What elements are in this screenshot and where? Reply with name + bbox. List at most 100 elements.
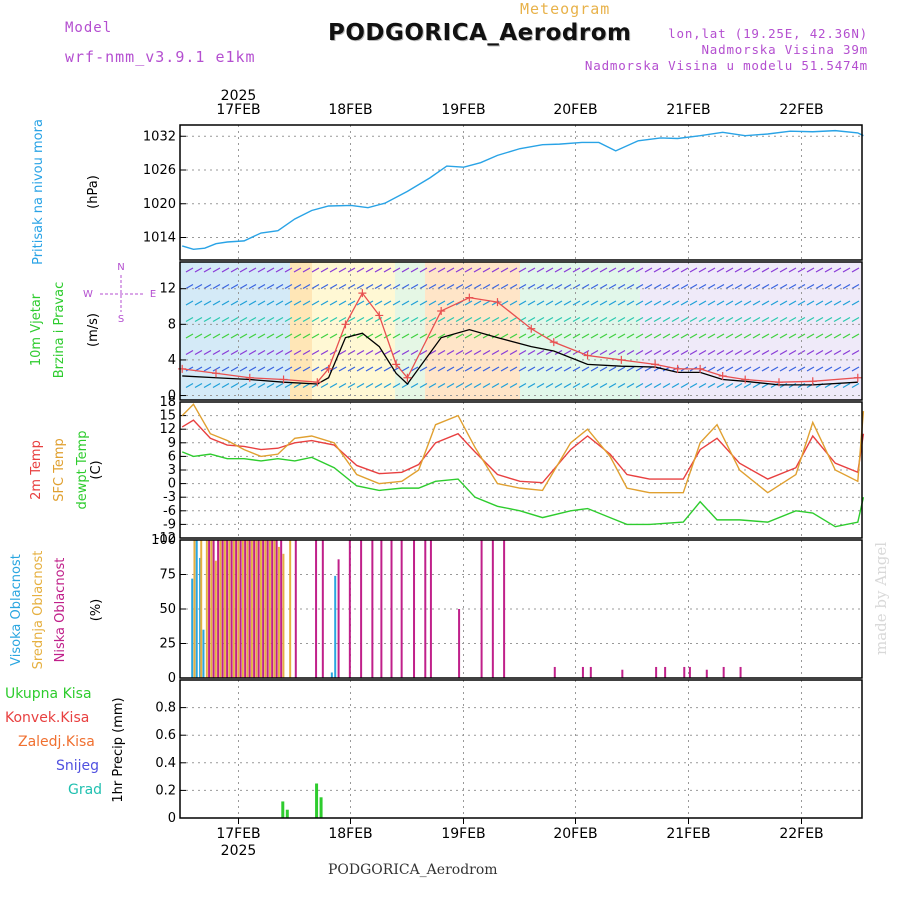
wind-barb <box>401 316 410 323</box>
wind-barb <box>707 366 716 372</box>
wind-barb <box>743 300 752 306</box>
wind-barb <box>329 267 338 273</box>
wind-barb <box>617 382 626 389</box>
wind-barb <box>257 283 266 290</box>
bar-Ukupna-Kisa <box>315 783 319 818</box>
wind-barb <box>383 366 392 372</box>
wind-barb <box>311 316 320 323</box>
series-line-pressure <box>181 129 864 251</box>
wind-barb <box>275 316 284 323</box>
wind-barb <box>536 349 545 356</box>
wind-barb <box>383 316 392 323</box>
wind-barb <box>527 300 536 306</box>
wind-barb <box>257 382 266 389</box>
wind-barb <box>275 267 284 273</box>
wind-barb <box>266 300 275 306</box>
wind-barb <box>302 349 311 356</box>
wind-barb <box>842 267 851 273</box>
wind-barb <box>797 300 806 306</box>
wind-barb <box>788 333 797 339</box>
wind-barb <box>671 382 680 389</box>
wind-barb <box>752 283 761 290</box>
wind-barb <box>608 283 617 290</box>
bar-Niska-Oblacnost <box>371 540 374 678</box>
wind-barb <box>572 366 581 372</box>
series-line-2m-Temp <box>181 419 865 484</box>
wind-barb <box>275 366 284 372</box>
wind-barb <box>383 267 392 273</box>
bar-Srednja-Oblacnost <box>264 540 267 678</box>
wind-barb <box>239 366 248 372</box>
wind-barb <box>572 300 581 306</box>
wind-barb <box>203 300 212 306</box>
y-tick-label: 1032 <box>143 129 176 144</box>
bar-Niska-Oblacnost <box>253 540 256 678</box>
wind-barb <box>806 349 815 356</box>
wind-barb <box>392 283 401 290</box>
wind-barb <box>194 300 203 306</box>
bar-Srednja-Oblacnost <box>232 540 235 678</box>
wind-barb <box>779 267 788 273</box>
wind-barb <box>779 300 788 306</box>
wind-barb <box>671 283 680 290</box>
wind-barb <box>824 349 833 356</box>
wind-barb <box>329 333 338 339</box>
wind-barb <box>257 300 266 306</box>
wind-barb <box>230 267 239 273</box>
lonlat-info: lon,lat (19.25E, 42.36N) <box>668 26 868 41</box>
wind-barb <box>590 300 599 306</box>
wind-barb <box>554 283 563 290</box>
wind-barb <box>581 283 590 290</box>
wind-barb <box>365 349 374 356</box>
precip-legend-item: Ukupna Kisa <box>5 686 92 702</box>
bar-Visoka-Oblacnost <box>202 629 205 678</box>
bar-Srednja-Oblacnost <box>268 540 271 678</box>
wind-barb <box>563 300 572 306</box>
wind-barb <box>734 349 743 356</box>
wind-barb <box>419 267 428 273</box>
footer-station: PODGORICA_Aerodrom <box>328 862 498 878</box>
wind-barb <box>590 283 599 290</box>
wind-barb <box>446 349 455 356</box>
wind-barb <box>464 366 473 372</box>
wind-barb <box>788 300 797 306</box>
wind-barb <box>302 333 311 339</box>
cloud-high-axis-title: Visoka Oblacnost <box>9 554 24 666</box>
wind-barb <box>509 283 518 290</box>
gust-marker <box>696 364 705 373</box>
wind-barb <box>662 382 671 389</box>
wind-barb <box>338 366 347 372</box>
wind-barb <box>302 316 311 323</box>
wind-barb <box>482 300 491 306</box>
wind-barb <box>824 333 833 339</box>
wind-barb <box>644 283 653 290</box>
credit-watermark: made by Angel <box>872 541 890 655</box>
wind-barb <box>833 316 842 323</box>
wind-barb <box>617 349 626 356</box>
wind-barb <box>509 382 518 389</box>
wind-barb <box>329 300 338 306</box>
wind-barb <box>230 316 239 323</box>
wind-barb <box>581 316 590 323</box>
wind-barb <box>815 333 824 339</box>
wind-barb <box>410 316 419 323</box>
wind-barb <box>248 267 257 273</box>
wind-barb <box>608 300 617 306</box>
wind-barb <box>365 366 374 372</box>
bar-Visoka-Oblacnost <box>330 672 333 678</box>
wind-barb <box>653 349 662 356</box>
wind-barb <box>536 283 545 290</box>
wind-barb <box>500 382 509 389</box>
wind-barb <box>374 349 383 356</box>
bar-Niska-Oblacnost <box>262 540 265 678</box>
wind-barb <box>608 316 617 323</box>
wind-barb <box>707 349 716 356</box>
wind-barb <box>491 349 500 356</box>
gust-marker <box>651 360 660 369</box>
bar-Visoka-Oblacnost <box>195 540 198 678</box>
wind-barb <box>563 283 572 290</box>
wind-barb <box>392 316 401 323</box>
bar-Ukupna-Kisa <box>319 797 323 818</box>
wind-barb <box>536 316 545 323</box>
